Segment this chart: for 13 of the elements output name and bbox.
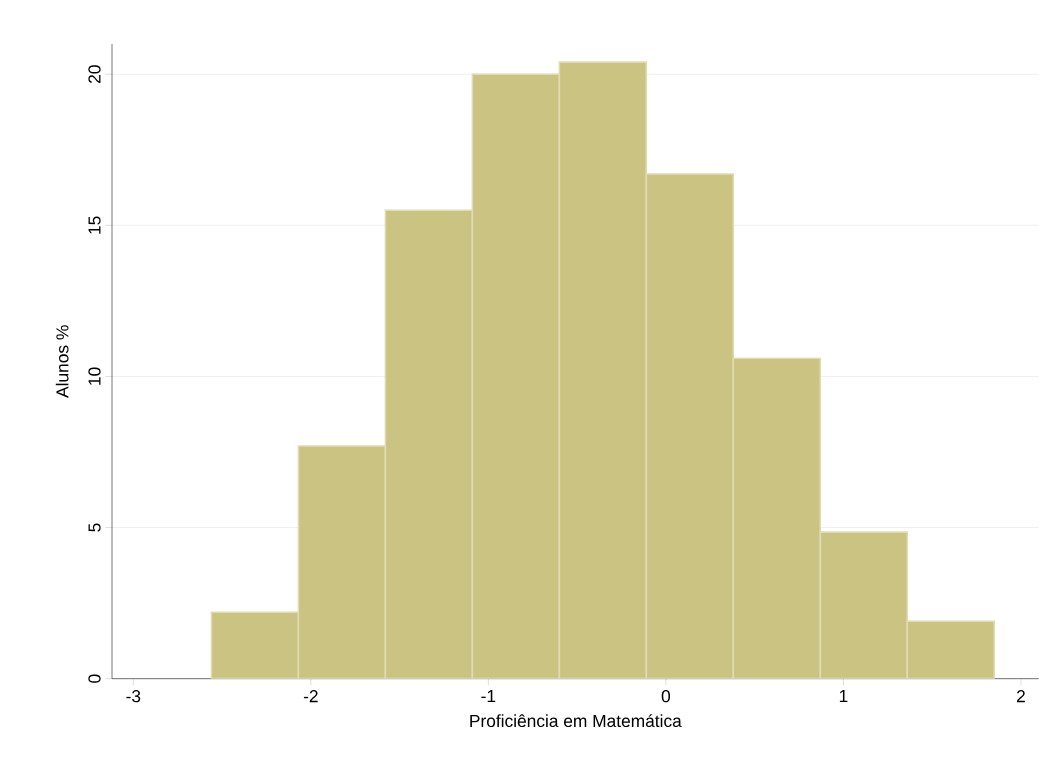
x-tick-label: -2 <box>303 690 318 703</box>
x-tick-label: -3 <box>126 690 141 703</box>
x-axis-title: Proficiência em Matemática <box>470 714 682 728</box>
x-tick-label: 2 <box>1016 690 1025 703</box>
y-axis-title: Alunos % <box>55 325 69 398</box>
x-tick-label: 0 <box>661 690 671 703</box>
x-tick-label: 1 <box>839 690 848 702</box>
y-tick-label: 5 <box>88 523 101 532</box>
y-tick-label: 10 <box>88 367 101 385</box>
x-tick-label: -1 <box>481 690 496 702</box>
y-tick-label: 0 <box>88 674 101 683</box>
y-tick-label: 15 <box>88 216 101 234</box>
y-tick-label: 20 <box>88 65 101 83</box>
